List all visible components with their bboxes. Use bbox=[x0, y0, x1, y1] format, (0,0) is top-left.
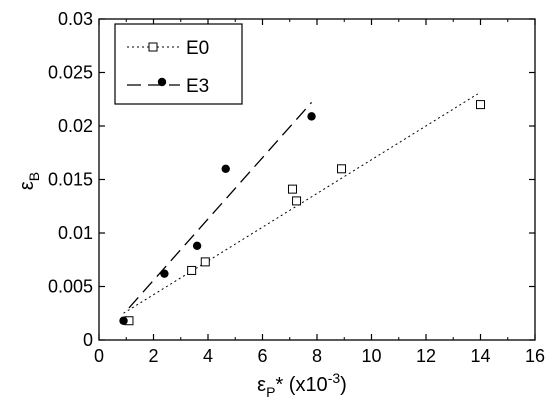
x-tick-label: 6 bbox=[257, 346, 267, 366]
data-point-e0 bbox=[200, 257, 210, 267]
y-axis-title: εB bbox=[16, 172, 42, 190]
x-tick-label: 12 bbox=[416, 346, 436, 366]
y-tick-label: 0.01 bbox=[58, 223, 93, 243]
y-tick-label: 0.03 bbox=[58, 9, 93, 29]
y-axis-title-sub: B bbox=[26, 172, 42, 181]
x-tick-label: 14 bbox=[470, 346, 490, 366]
y-tick-label: 0 bbox=[83, 330, 93, 350]
data-point-e0 bbox=[292, 196, 302, 206]
data-point-e3 bbox=[119, 316, 128, 325]
x-axis-title: εP* (x10-3) bbox=[257, 370, 347, 400]
legend-e0-marker bbox=[148, 42, 158, 52]
legend-item-e3: E3 bbox=[127, 76, 209, 97]
legend-box bbox=[114, 23, 243, 105]
x-tick-label: 2 bbox=[148, 346, 158, 366]
legend: E0 E3 bbox=[114, 23, 243, 105]
legend-e0-label: E0 bbox=[186, 38, 209, 59]
ticks-group: 0 2 4 6 8 10 12 14 16 0 0.005 0.01 0.015 0.02 0.025 0.0… bbox=[48, 9, 545, 366]
x-axis-title-main: ε bbox=[257, 374, 266, 396]
x-tick-label: 4 bbox=[203, 346, 213, 366]
x-tick-label: 16 bbox=[525, 346, 545, 366]
x-axis-title-suffix: * (x10 bbox=[275, 374, 327, 396]
x-axis-title-sub: P bbox=[266, 384, 275, 400]
data-point-e3 bbox=[160, 269, 169, 278]
y-tick-label: 0.015 bbox=[48, 170, 93, 190]
legend-item-e0: E0 bbox=[127, 38, 209, 59]
y-tick-label: 0.025 bbox=[48, 63, 93, 83]
x-axis-title-sup: -3 bbox=[328, 370, 341, 386]
data-point-e3 bbox=[192, 241, 202, 251]
data-point-e0 bbox=[337, 164, 347, 174]
x-tick-label: 10 bbox=[361, 346, 381, 366]
fit-line-e3 bbox=[128, 102, 313, 309]
data-point-e0 bbox=[187, 265, 197, 275]
y-tick-label: 0.005 bbox=[48, 277, 93, 297]
fit-lines-group bbox=[123, 93, 479, 314]
legend-e3-marker bbox=[157, 77, 167, 87]
data-point-e0 bbox=[287, 184, 297, 194]
y-axis-title-main: ε bbox=[16, 181, 38, 190]
points-group bbox=[119, 100, 485, 326]
data-point-e0 bbox=[476, 100, 485, 110]
x-tick-label: 0 bbox=[94, 346, 104, 366]
x-tick-label: 8 bbox=[312, 346, 322, 366]
y-tick-label: 0.02 bbox=[58, 116, 93, 136]
legend-e3-label: E3 bbox=[186, 76, 209, 97]
data-point-e3 bbox=[221, 164, 230, 173]
data-point-e3 bbox=[307, 112, 316, 121]
x-axis-title-close: ) bbox=[340, 374, 347, 396]
